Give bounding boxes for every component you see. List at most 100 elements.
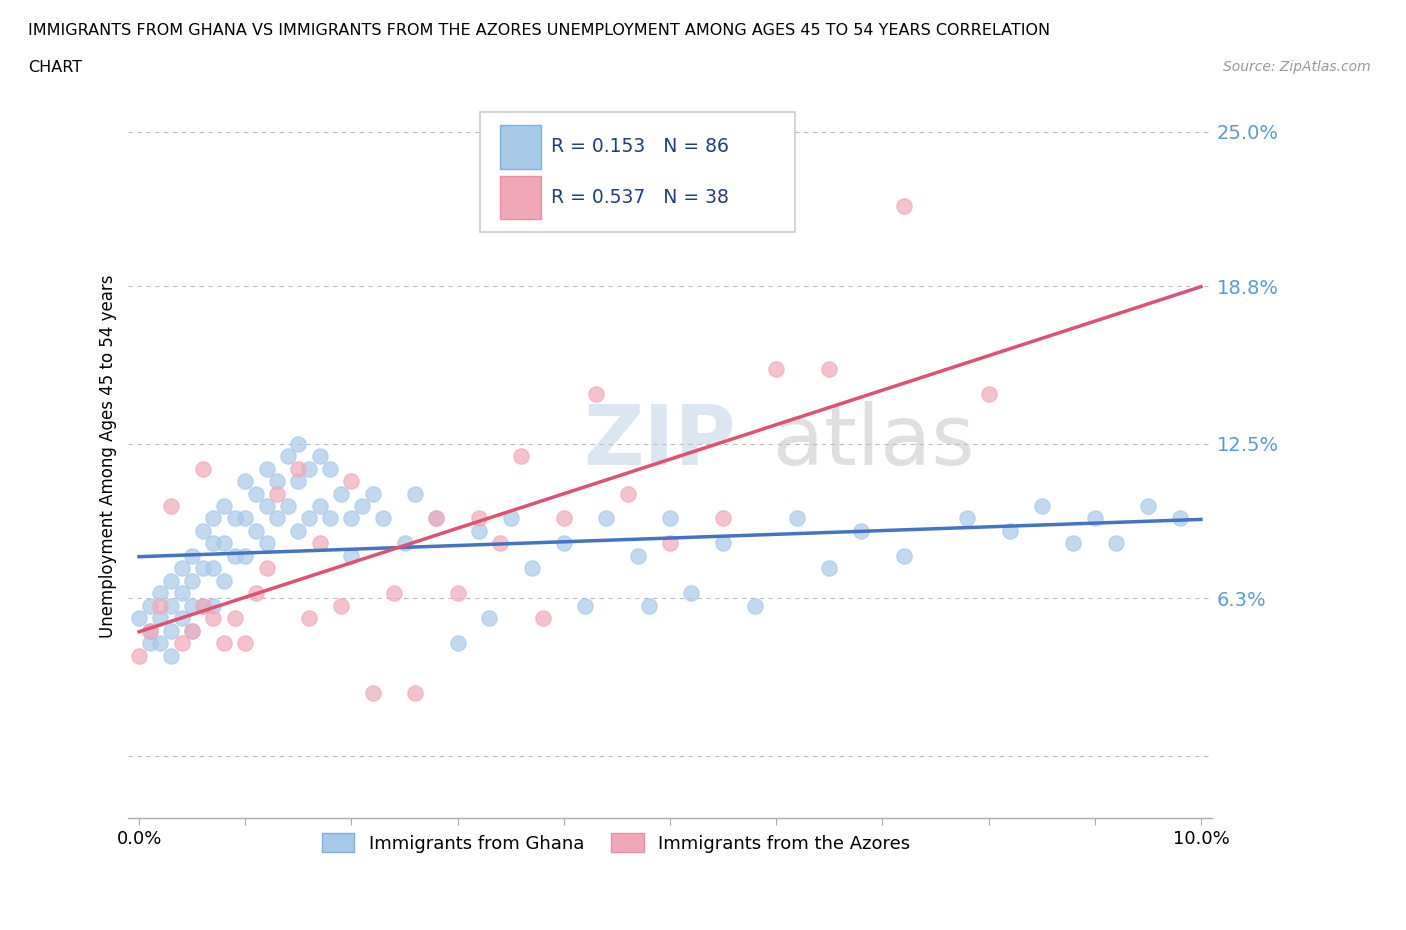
Point — [319, 461, 342, 476]
Point — [245, 524, 267, 538]
Point — [818, 561, 841, 576]
Point — [256, 536, 278, 551]
Point — [212, 536, 235, 551]
Point — [340, 473, 363, 488]
Point — [893, 199, 915, 214]
Point — [1063, 536, 1085, 551]
Point — [298, 611, 321, 626]
Point — [308, 536, 330, 551]
Point — [394, 536, 416, 551]
Point — [191, 524, 214, 538]
Point — [256, 561, 278, 576]
Point — [181, 623, 204, 638]
Point — [425, 512, 447, 526]
Point — [181, 549, 204, 564]
Point — [520, 561, 543, 576]
Point — [149, 636, 172, 651]
Point — [1168, 512, 1191, 526]
Point — [382, 586, 405, 601]
Point — [627, 549, 650, 564]
Point — [224, 611, 246, 626]
Text: CHART: CHART — [28, 60, 82, 75]
Point — [266, 512, 288, 526]
Point — [765, 361, 787, 376]
FancyBboxPatch shape — [481, 113, 794, 232]
Point — [849, 524, 872, 538]
Point — [659, 512, 682, 526]
Point — [744, 598, 766, 613]
Point — [181, 598, 204, 613]
Point — [191, 561, 214, 576]
Point — [138, 598, 160, 613]
Point — [224, 549, 246, 564]
Point — [818, 361, 841, 376]
Point — [574, 598, 596, 613]
Point — [361, 685, 384, 700]
Point — [478, 611, 501, 626]
Point — [277, 498, 299, 513]
Point — [256, 461, 278, 476]
Point — [553, 512, 575, 526]
Point — [298, 512, 321, 526]
Text: IMMIGRANTS FROM GHANA VS IMMIGRANTS FROM THE AZORES UNEMPLOYMENT AMONG AGES 45 T: IMMIGRANTS FROM GHANA VS IMMIGRANTS FROM… — [28, 23, 1050, 38]
Point — [233, 512, 256, 526]
Point — [308, 448, 330, 463]
Point — [149, 598, 172, 613]
Point — [956, 512, 979, 526]
Point — [616, 486, 638, 501]
Point — [266, 486, 288, 501]
Point — [893, 549, 915, 564]
Point — [160, 648, 183, 663]
Point — [287, 473, 309, 488]
Point — [998, 524, 1021, 538]
Point — [404, 685, 426, 700]
Point — [1136, 498, 1159, 513]
Point — [277, 448, 299, 463]
Point — [160, 574, 183, 589]
Point — [191, 598, 214, 613]
Legend: Immigrants from Ghana, Immigrants from the Azores: Immigrants from Ghana, Immigrants from t… — [315, 826, 917, 859]
Point — [202, 512, 225, 526]
Point — [202, 598, 225, 613]
Point — [404, 486, 426, 501]
Point — [637, 598, 659, 613]
Point — [1105, 536, 1128, 551]
Point — [298, 461, 321, 476]
Point — [340, 549, 363, 564]
Point — [170, 611, 193, 626]
Point — [212, 636, 235, 651]
Point — [977, 386, 1000, 401]
Point — [468, 524, 491, 538]
Text: R = 0.537   N = 38: R = 0.537 N = 38 — [551, 188, 728, 207]
Point — [446, 586, 468, 601]
Point — [138, 623, 160, 638]
Point — [212, 574, 235, 589]
Text: Source: ZipAtlas.com: Source: ZipAtlas.com — [1223, 60, 1371, 74]
Text: atlas: atlas — [773, 401, 974, 482]
Point — [489, 536, 512, 551]
Point — [256, 498, 278, 513]
Point — [191, 461, 214, 476]
Point — [329, 486, 352, 501]
Point — [170, 561, 193, 576]
Point — [128, 611, 150, 626]
Point — [711, 536, 734, 551]
Point — [138, 623, 160, 638]
Point — [138, 636, 160, 651]
Point — [181, 574, 204, 589]
Point — [786, 512, 808, 526]
Point — [468, 512, 491, 526]
Point — [128, 648, 150, 663]
Point — [170, 636, 193, 651]
Point — [446, 636, 468, 651]
Point — [287, 524, 309, 538]
Point — [595, 512, 617, 526]
Point — [160, 498, 183, 513]
Point — [329, 598, 352, 613]
Point — [149, 611, 172, 626]
FancyBboxPatch shape — [501, 176, 541, 219]
Point — [224, 512, 246, 526]
Point — [233, 473, 256, 488]
Text: R = 0.153   N = 86: R = 0.153 N = 86 — [551, 138, 728, 156]
Point — [149, 586, 172, 601]
